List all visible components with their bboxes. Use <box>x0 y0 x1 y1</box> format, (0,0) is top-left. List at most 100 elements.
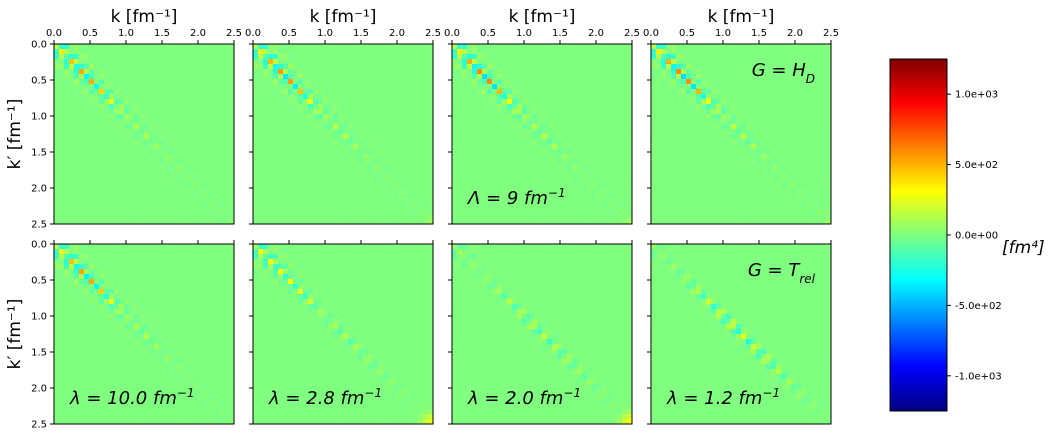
heatmap-cell <box>194 209 200 215</box>
heatmap-cell <box>423 149 429 155</box>
heatmap-cell <box>268 64 274 70</box>
heatmap-cell <box>467 134 473 140</box>
heatmap-cell <box>293 84 299 90</box>
heatmap-cell <box>696 144 702 150</box>
heatmap-cell <box>666 64 672 70</box>
heatmap-cell <box>552 89 558 95</box>
heatmap-cell <box>666 149 672 155</box>
heatmap-cell <box>333 119 339 125</box>
heatmap-cell <box>278 139 284 145</box>
heatmap-cell <box>164 54 170 60</box>
heatmap-cell <box>562 59 568 65</box>
heatmap-cell <box>686 214 692 220</box>
heatmap-cell <box>398 124 404 130</box>
heatmap-cell <box>293 64 299 70</box>
heatmap-cell <box>383 54 389 60</box>
heatmap-cell <box>552 64 558 70</box>
heatmap-cell <box>507 144 513 150</box>
heatmap-cell <box>79 159 85 165</box>
heatmap-cell <box>577 164 583 170</box>
heatmap-cell <box>323 144 329 150</box>
heatmap-cell <box>283 89 289 95</box>
heatmap-cell <box>776 134 782 140</box>
heatmap-cell <box>323 114 329 120</box>
heatmap-cell <box>393 89 399 95</box>
heatmap-cell <box>283 214 289 220</box>
heatmap-cell <box>607 214 613 220</box>
heatmap-cell <box>293 164 299 170</box>
heatmap-cell <box>323 69 329 75</box>
heatmap-cell <box>587 84 593 90</box>
heatmap-cell <box>472 74 478 80</box>
heatmap-cell <box>263 139 269 145</box>
heatmap-cell <box>109 84 115 90</box>
heatmap-cell <box>129 214 135 220</box>
heatmap-cell <box>612 94 618 100</box>
heatmap-cell <box>597 89 603 95</box>
heatmap-cell <box>79 209 85 215</box>
heatmap-cell <box>164 119 170 125</box>
heatmap-cell <box>308 59 314 65</box>
heatmap-cell <box>592 74 598 80</box>
heatmap-cell <box>482 99 488 105</box>
heatmap-cell <box>149 154 155 160</box>
heatmap-cell <box>786 154 792 160</box>
heatmap-cell <box>393 204 399 210</box>
heatmap-cell <box>154 139 160 145</box>
heatmap-cell <box>124 104 130 110</box>
heatmap-cell <box>229 189 235 195</box>
heatmap-cell <box>293 154 299 160</box>
heatmap-cell <box>179 149 185 155</box>
heatmap-cell <box>462 64 468 70</box>
heatmap-cell <box>204 59 210 65</box>
heatmap-cell <box>378 84 384 90</box>
heatmap-cell <box>746 149 752 155</box>
heatmap-cell <box>194 129 200 135</box>
heatmap-cell <box>378 154 384 160</box>
heatmap-cell <box>74 114 80 120</box>
heatmap-cell <box>547 54 553 60</box>
heatmap-cell <box>622 144 628 150</box>
heatmap-cell <box>731 174 737 180</box>
heatmap-cell <box>567 189 573 195</box>
heatmap-cell <box>771 69 777 75</box>
heatmap-cell <box>671 99 677 105</box>
heatmap-cell <box>129 134 135 140</box>
heatmap-cell <box>393 209 399 215</box>
heatmap-cell <box>696 64 702 70</box>
heatmap-cell <box>661 49 667 55</box>
heatmap-cell <box>164 124 170 130</box>
heatmap-cell <box>651 89 657 95</box>
heatmap-cell <box>59 149 65 155</box>
heatmap-cell <box>676 189 682 195</box>
heatmap-cell <box>542 189 548 195</box>
heatmap-cell <box>124 179 130 185</box>
heatmap-cell <box>756 134 762 140</box>
heatmap-cell <box>552 204 558 210</box>
heatmap-cell <box>577 54 583 60</box>
heatmap-cell <box>89 104 95 110</box>
heatmap-cell <box>184 149 190 155</box>
heatmap-cell <box>582 64 588 70</box>
heatmap-cell <box>477 114 483 120</box>
heatmap-cell <box>542 44 548 50</box>
heatmap-cell <box>612 184 618 190</box>
heatmap-cell <box>109 69 115 75</box>
heatmap-cell <box>656 174 662 180</box>
heatmap-cell <box>219 164 225 170</box>
heatmap-cell <box>766 139 772 145</box>
heatmap-cell <box>114 64 120 70</box>
heatmap-cell <box>428 179 434 185</box>
heatmap-cell <box>696 134 702 140</box>
heatmap-cell <box>477 169 483 175</box>
heatmap-cell <box>746 74 752 80</box>
heatmap-cell <box>184 109 190 115</box>
heatmap-cell <box>701 164 707 170</box>
heatmap-cell <box>666 74 672 80</box>
heatmap-cell <box>338 44 344 50</box>
heatmap-cell <box>517 54 523 60</box>
x-tick-label: 2.5 <box>226 28 242 39</box>
heatmap-cell <box>512 204 518 210</box>
heatmap-cell <box>378 79 384 85</box>
heatmap-cell <box>363 189 369 195</box>
